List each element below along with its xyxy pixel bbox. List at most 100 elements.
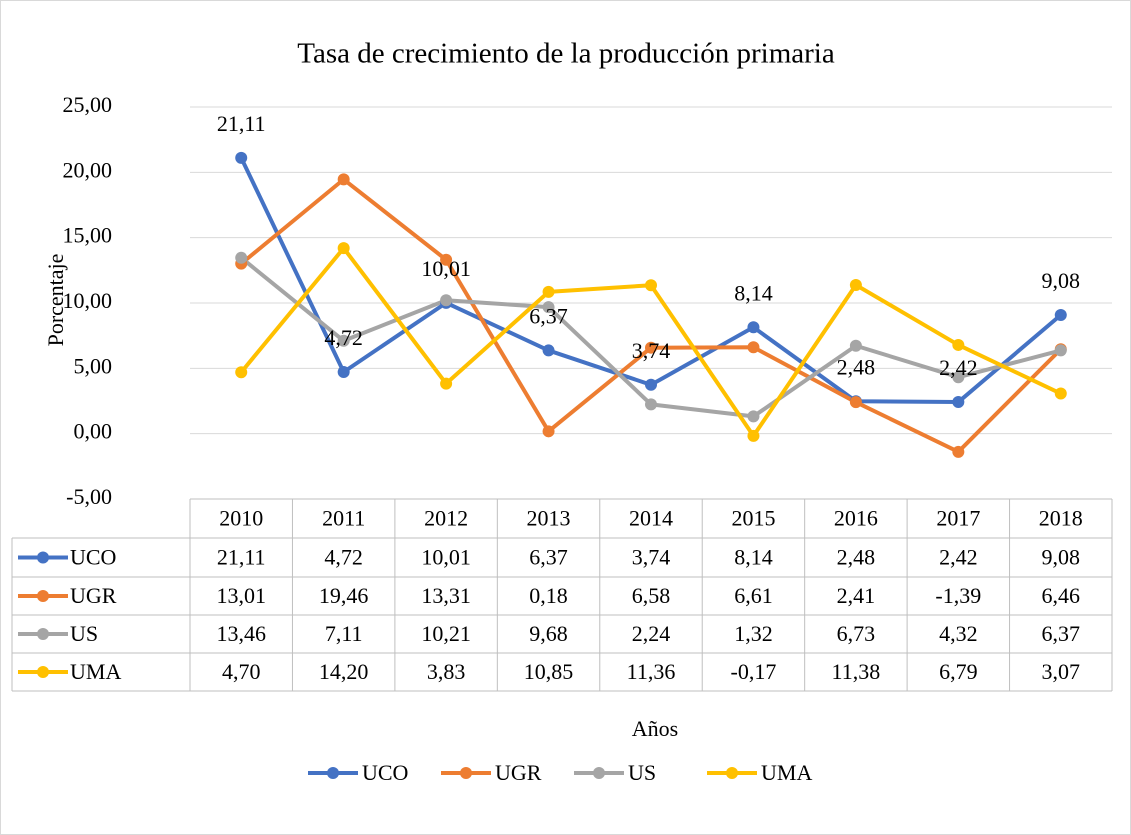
table-series-name: US [70, 621, 98, 646]
point [235, 366, 248, 379]
table-cell: 6,37 [1042, 621, 1081, 646]
x-axis-title: Años [632, 716, 678, 741]
data-label: 10,01 [421, 256, 471, 281]
point [645, 279, 657, 292]
point [542, 425, 555, 438]
point [952, 445, 965, 458]
table-series-name: UCO [70, 545, 116, 570]
legend-label: UMA [761, 760, 812, 785]
point [952, 371, 965, 384]
table-cell: 2,48 [837, 545, 876, 570]
point [747, 410, 760, 423]
table-cell: 2,41 [837, 583, 876, 608]
data-label: 21,11 [217, 111, 266, 136]
point [440, 253, 453, 266]
data-label: 3,74 [632, 338, 671, 363]
table-cell: 19,46 [319, 583, 369, 608]
table-cell: 3,83 [427, 659, 466, 684]
point [747, 321, 760, 334]
point [542, 344, 555, 357]
table-cell: 4,70 [222, 659, 261, 684]
legend-marker [327, 767, 339, 779]
table-cell: 6,61 [734, 583, 773, 608]
table-cell: 6,73 [837, 621, 876, 646]
point [440, 377, 453, 390]
table-cell: 13,01 [216, 583, 266, 608]
legend-marker [460, 767, 472, 779]
point [235, 151, 248, 164]
table-cell: 11,36 [627, 659, 676, 684]
point [337, 365, 350, 378]
point [542, 301, 555, 314]
table-cell: 7,11 [325, 621, 363, 646]
table-cell: -1,39 [935, 583, 981, 608]
chart-title: Tasa de crecimiento de la producción pri… [297, 38, 835, 70]
table-cell: 21,11 [217, 545, 266, 570]
x-tick-label: 2011 [322, 506, 365, 531]
table-cell: 8,14 [734, 545, 773, 570]
table-cell: 13,31 [421, 583, 471, 608]
point [849, 339, 862, 352]
legend-label: UGR [495, 760, 542, 785]
table-cell: 4,32 [939, 621, 978, 646]
table-cell: 6,37 [529, 545, 568, 570]
point [645, 398, 657, 411]
table-cell: 9,08 [1042, 545, 1081, 570]
x-tick-label: 2018 [1039, 506, 1083, 531]
table-cell: 14,20 [319, 659, 369, 684]
table-cell: 11,38 [832, 659, 881, 684]
table-cell: -0,17 [731, 659, 777, 684]
point [952, 338, 965, 351]
legend-marker [593, 767, 605, 779]
table-series-name: UGR [70, 583, 117, 608]
legend-marker [726, 767, 738, 779]
legend-marker [37, 551, 49, 564]
table-series-name: UMA [70, 659, 121, 684]
point [337, 242, 350, 255]
point [952, 396, 965, 409]
point [337, 334, 350, 347]
table-cell: 4,72 [324, 545, 363, 570]
y-tick-label: 20,00 [63, 157, 113, 182]
y-tick-label: 25,00 [63, 92, 113, 117]
point [1054, 344, 1067, 357]
table-cell: 6,46 [1042, 583, 1081, 608]
data-label: 6,37 [529, 303, 568, 328]
x-tick-label: 2010 [219, 506, 263, 531]
point [747, 429, 760, 442]
table-cell: 3,07 [1042, 659, 1081, 684]
y-tick-label: 0,00 [74, 419, 113, 444]
x-tick-label: 2012 [424, 506, 468, 531]
point [1054, 387, 1067, 400]
table-cell: 2,24 [632, 621, 671, 646]
table-cell: 10,21 [421, 621, 471, 646]
legend-label: US [628, 760, 656, 785]
y-tick-label: 5,00 [74, 353, 113, 378]
x-tick-label: 2016 [834, 506, 878, 531]
x-tick-label: 2014 [629, 506, 673, 531]
table-cell: 2,42 [939, 545, 978, 570]
y-tick-label: 15,00 [63, 223, 113, 248]
point [440, 294, 453, 307]
x-tick-label: 2017 [936, 506, 980, 531]
point [542, 285, 555, 298]
table-cell: 10,01 [421, 545, 471, 570]
point [337, 173, 350, 186]
point [849, 396, 862, 409]
table-cell: 6,79 [939, 659, 978, 684]
point [849, 278, 862, 291]
table-cell: 6,58 [632, 583, 671, 608]
point [645, 341, 657, 354]
legend-marker [37, 590, 49, 602]
point [235, 251, 248, 264]
legend-label: UCO [362, 760, 408, 785]
y-tick-label: -5,00 [66, 484, 112, 509]
table-cell: 1,32 [734, 621, 773, 646]
data-label: 2,48 [837, 354, 876, 379]
table-cell: 10,85 [524, 659, 574, 684]
y-tick-label: 10,00 [63, 288, 113, 313]
table-cell: 13,46 [216, 621, 266, 646]
x-tick-label: 2013 [527, 506, 571, 531]
data-label: 8,14 [734, 280, 773, 305]
